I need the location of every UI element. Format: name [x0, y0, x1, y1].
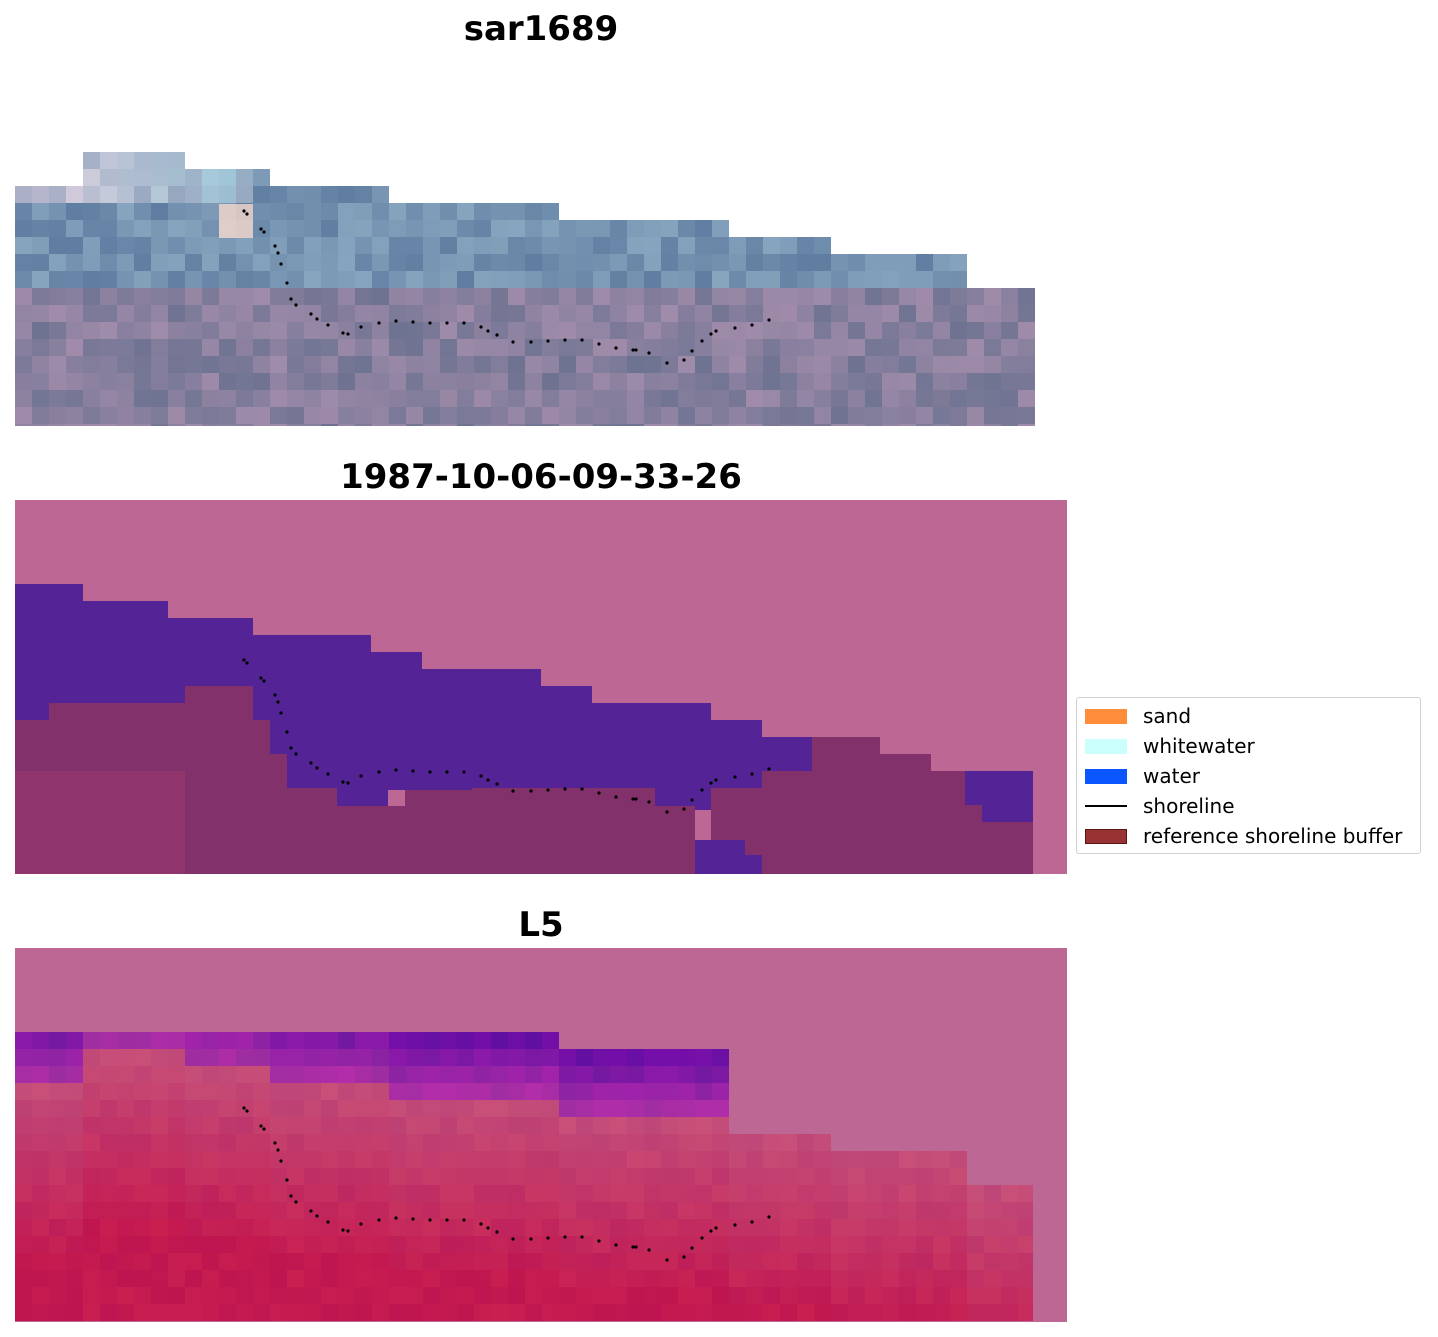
legend-label: sand — [1143, 704, 1192, 728]
panel-title-date: 1987-10-06-09-33-26 — [340, 457, 742, 497]
legend-label: whitewater — [1143, 734, 1255, 758]
index-map-panel — [15, 948, 1067, 1322]
legend-label: reference shoreline buffer — [1143, 824, 1403, 848]
legend-item-reference-buffer: reference shoreline buffer — [1085, 822, 1402, 850]
panel-title-sar1689: sar1689 — [463, 9, 619, 49]
classification-panel — [15, 500, 1067, 874]
legend-label: water — [1143, 764, 1200, 788]
legend-item-whitewater: whitewater — [1085, 732, 1255, 760]
rgb-image-panel — [15, 152, 1035, 426]
legend-item-sand: sand — [1085, 702, 1191, 730]
reference-buffer-swatch — [1085, 828, 1127, 844]
sand-swatch — [1085, 708, 1127, 724]
legend: sand whitewater water shoreline referenc… — [1076, 697, 1421, 854]
legend-item-water: water — [1085, 762, 1200, 790]
water-swatch — [1085, 768, 1127, 784]
whitewater-swatch — [1085, 738, 1127, 754]
shoreline-line-swatch — [1085, 805, 1127, 807]
legend-label: shoreline — [1143, 794, 1235, 818]
legend-item-shoreline: shoreline — [1085, 792, 1235, 820]
panel-title-satellite: L5 — [518, 905, 564, 945]
